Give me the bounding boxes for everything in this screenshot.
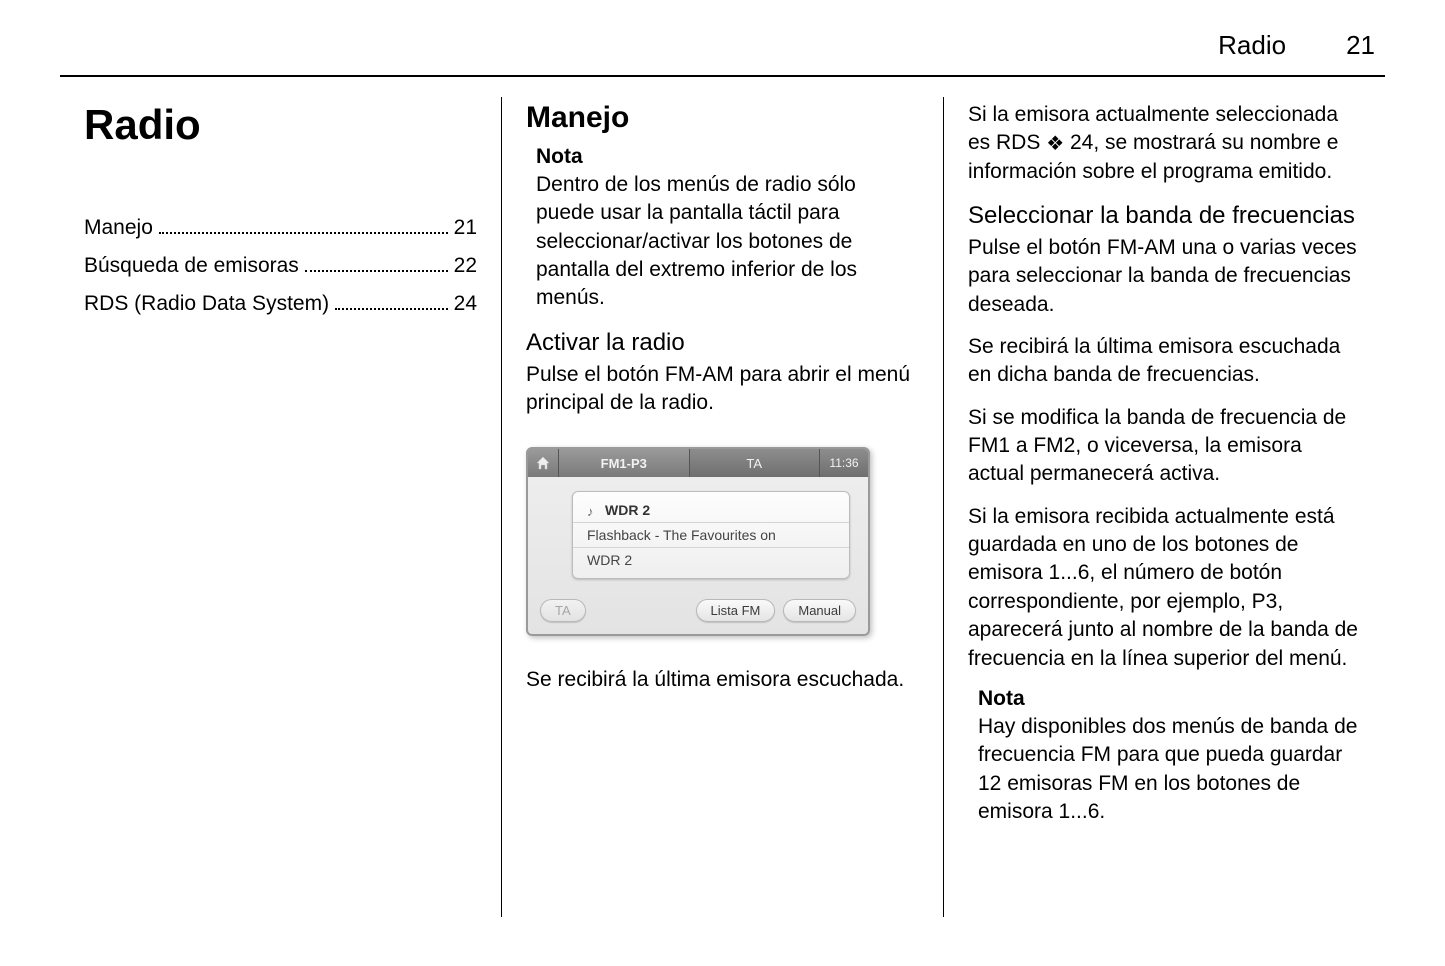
running-head-title: Radio xyxy=(1218,30,1286,61)
device-station-line: WDR 2 xyxy=(573,498,849,522)
table-of-contents: Manejo 21 Búsqueda de emisoras 22 RDS (R… xyxy=(84,209,477,322)
body-text: Se recibirá la última emisora escuchada. xyxy=(526,666,919,694)
toc-label: Búsqueda de emisoras xyxy=(84,247,299,285)
device-body: WDR 2 Flashback - The Favourites on WDR … xyxy=(528,477,868,589)
section-heading: Manejo xyxy=(526,101,919,135)
toc-label: Manejo xyxy=(84,209,153,247)
device-ta-button[interactable]: TA xyxy=(540,599,586,622)
note-text: Hay disponibles dos menús de banda de fr… xyxy=(978,713,1361,826)
toc-page: 24 xyxy=(454,285,477,323)
crossref-page: 24 xyxy=(1070,131,1093,154)
crossref-arrow-icon: ❖ xyxy=(1046,131,1064,158)
device-top-bar: FM1-P3 TA 11:36 xyxy=(528,449,868,477)
body-text: Si la emisora actualmente seleccionada e… xyxy=(968,101,1361,186)
subsection-heading: Seleccionar la banda de frecuencias xyxy=(968,202,1361,230)
body-text: Pulse el botón FM-AM para abrir el menú … xyxy=(526,361,919,418)
running-head-page: 21 xyxy=(1346,30,1375,61)
music-note-icon xyxy=(587,503,599,517)
column-3: Si la emisora actualmente seleccionada e… xyxy=(943,97,1385,917)
toc-row: RDS (Radio Data System) 24 xyxy=(84,285,477,323)
body-text: Se recibirá la última emisora escuchada … xyxy=(968,333,1361,390)
device-tab-band[interactable]: FM1-P3 xyxy=(559,449,690,477)
radio-screenshot: FM1-P3 TA 11:36 WDR 2 Flashback - The Fa… xyxy=(526,447,870,636)
column-2: Manejo Nota Dentro de los menús de radio… xyxy=(501,97,943,917)
device-clock: 11:36 xyxy=(820,449,868,477)
home-icon[interactable] xyxy=(528,449,559,477)
device-list-button[interactable]: Lista FM xyxy=(696,599,776,622)
header-rule xyxy=(60,75,1385,77)
running-head: Radio 21 xyxy=(60,20,1385,75)
subsection-heading: Activar la radio xyxy=(526,329,919,357)
body-text: Pulse el botón FM-AM una o varias veces … xyxy=(968,234,1361,319)
note-block: Nota Dentro de los menús de radio sólo p… xyxy=(536,145,919,313)
device-manual-button[interactable]: Manual xyxy=(783,599,856,622)
toc-page: 22 xyxy=(454,247,477,285)
toc-leader xyxy=(335,289,448,310)
toc-row: Manejo 21 xyxy=(84,209,477,247)
body-text: Si se modifica la banda de frecuencia de… xyxy=(968,404,1361,489)
note-label: Nota xyxy=(536,145,919,169)
content-columns: Radio Manejo 21 Búsqueda de emisoras 22 … xyxy=(60,97,1385,917)
device-right-buttons: Lista FM Manual xyxy=(696,599,856,622)
note-block: Nota Hay disponibles dos menús de banda … xyxy=(978,687,1361,826)
toc-leader xyxy=(305,251,448,272)
device-bottom-bar: TA Lista FM Manual xyxy=(528,589,868,634)
manual-page: Radio 21 Radio Manejo 21 Búsqueda de emi… xyxy=(0,0,1445,966)
device-tab-ta[interactable]: TA xyxy=(690,449,821,477)
body-text: Si la emisora recibida actualmente está … xyxy=(968,503,1361,673)
device-radiotext-line: Flashback - The Favourites on xyxy=(573,522,849,547)
toc-label: RDS (Radio Data System) xyxy=(84,285,329,323)
device-station-line2: WDR 2 xyxy=(573,547,849,572)
device-info-panel: WDR 2 Flashback - The Favourites on WDR … xyxy=(572,491,850,579)
device-station-name: WDR 2 xyxy=(605,502,650,518)
note-text: Dentro de los menús de radio sólo puede … xyxy=(536,171,919,313)
column-1: Radio Manejo 21 Búsqueda de emisoras 22 … xyxy=(60,97,501,917)
toc-leader xyxy=(159,213,448,234)
toc-page: 21 xyxy=(454,209,477,247)
chapter-title: Radio xyxy=(84,101,477,149)
note-label: Nota xyxy=(978,687,1361,711)
toc-row: Búsqueda de emisoras 22 xyxy=(84,247,477,285)
